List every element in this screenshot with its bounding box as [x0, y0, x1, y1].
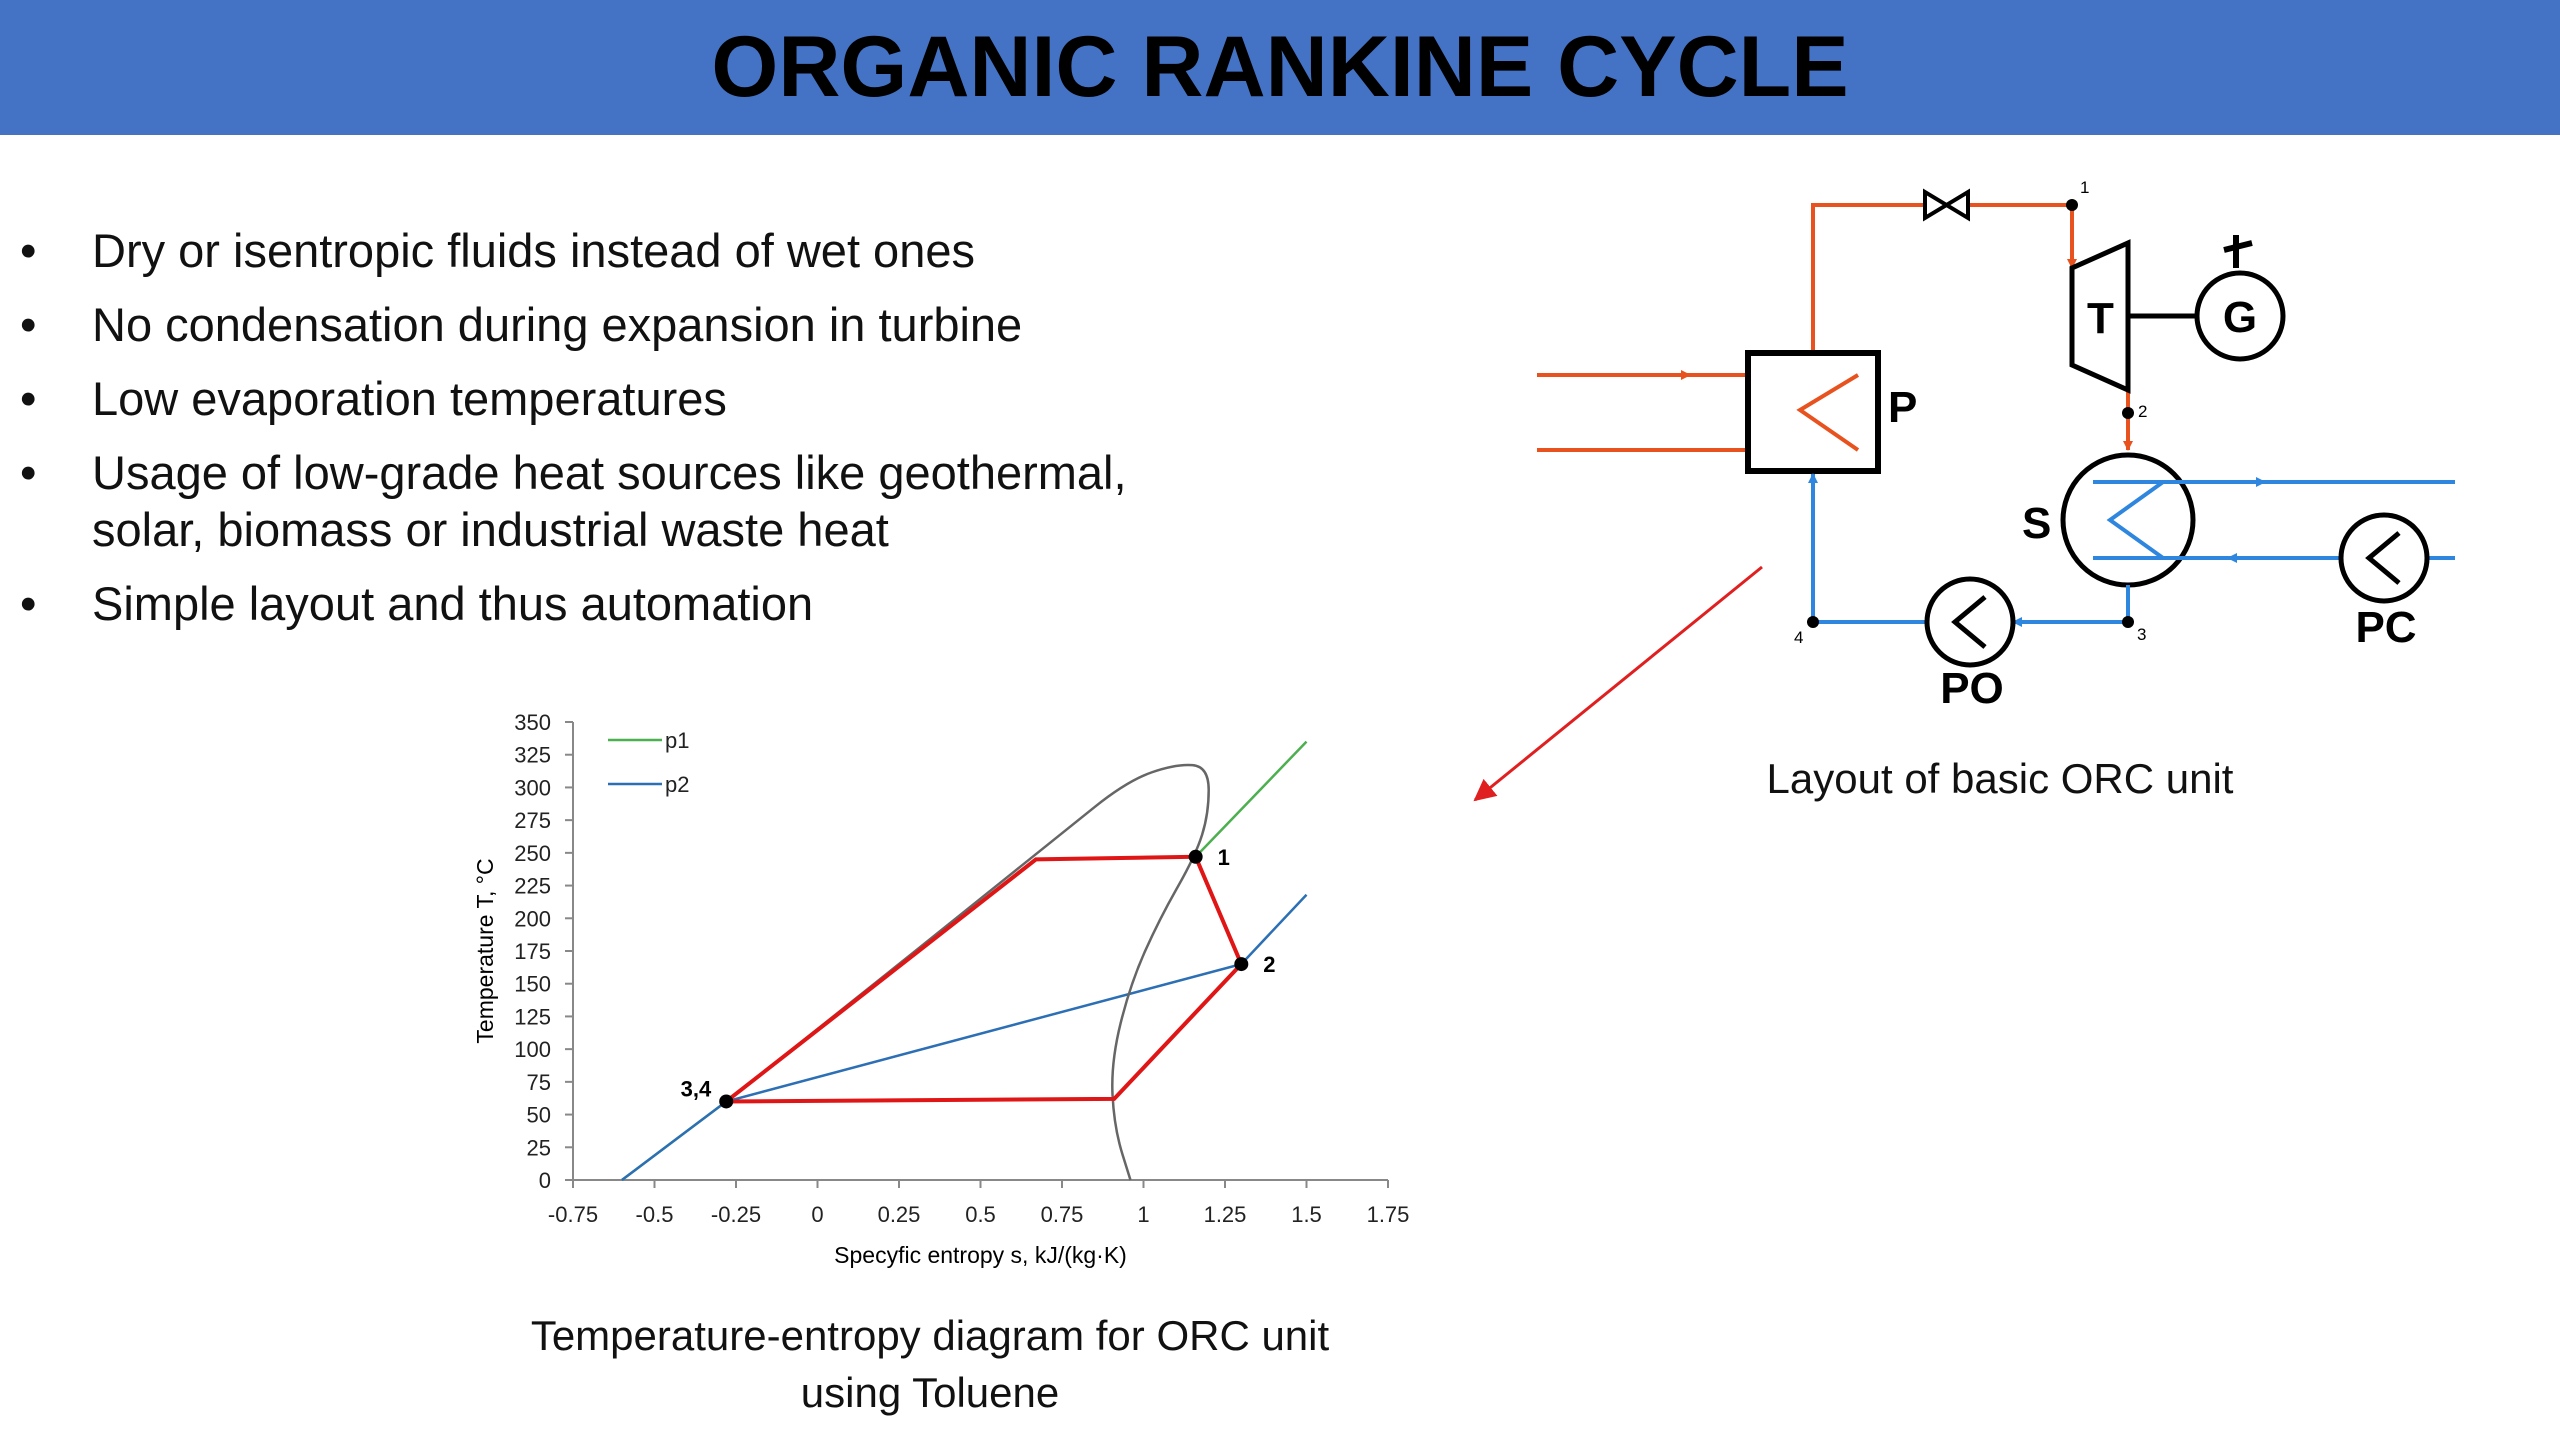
bullet-item: • Simple layout and thus automation [20, 575, 1320, 632]
y-tick-label: 125 [514, 1004, 551, 1029]
node-2-label: 2 [2138, 402, 2147, 421]
y-tick-label: 75 [527, 1070, 551, 1095]
x-tick-label: -0.75 [548, 1202, 598, 1227]
hot-loop [1537, 203, 2133, 452]
bullet-marker: • [20, 372, 37, 425]
ts-caption-line2: using Toluene [800, 1369, 1060, 1416]
bullet-text: Simple layout and thus automation [92, 577, 814, 630]
feed-pump-chevron [1951, 595, 1987, 649]
generator-label: G [2223, 293, 2257, 342]
throttle-valve-icon [1923, 188, 1970, 222]
bullet-list: • Dry or isentropic fluids instead of wet… [20, 222, 1320, 649]
state-point [719, 1094, 734, 1109]
node-2 [2122, 407, 2134, 419]
series-p1-line [621, 740, 1308, 1181]
x-axis-label: Specyfic entropy s, kJ/(kg·K) [834, 1242, 1127, 1268]
y-tick-label: 0 [539, 1168, 551, 1193]
node-3 [2122, 616, 2134, 628]
bullet-text-continued: solar, biomass or industrial waste heat [92, 503, 889, 556]
chart-axes: -0.75 -0.5 -0.25 0 0.25 0.5 0.75 1 1.25 1.5 1.75 0 2… [514, 710, 1409, 1227]
y-tick-label: 225 [514, 874, 551, 899]
state-point-label: 1 [1218, 845, 1230, 870]
evaporator-coil [1796, 373, 1860, 452]
y-axis-label: Temperature T, °C [472, 858, 498, 1043]
y-tick-label: 175 [514, 939, 551, 964]
series-saturation-line [725, 763, 1210, 1181]
node-4-label: 4 [1794, 628, 1803, 647]
bullet-text: Low evaporation temperatures [92, 372, 727, 425]
state-point-label: 2 [1263, 952, 1275, 977]
x-tick-label: 1 [1137, 1202, 1149, 1227]
evaporator-box [1745, 350, 1881, 474]
turbine-icon [2069, 239, 2131, 394]
state-point-label: 3,4 [681, 1076, 712, 1101]
x-tick-label: -0.25 [711, 1202, 761, 1227]
x-tick-label: 0.25 [878, 1202, 921, 1227]
pipe-evaporator-to-valve [1811, 203, 1925, 353]
node-4 [1807, 616, 1819, 628]
x-tick-label: 1.5 [1291, 1202, 1322, 1227]
y-tick-label: 350 [514, 710, 551, 735]
node-3-label: 3 [2137, 625, 2146, 644]
turbine-label: T [2087, 294, 2114, 343]
layout-caption: Layout of basic ORC unit [1766, 755, 2234, 802]
bullet-text: Dry or isentropic fluids instead of wet … [92, 224, 975, 277]
pointer-arrow [1473, 565, 1763, 802]
bullet-item: • Usage of low-grade heat sources like ge… [20, 444, 1320, 558]
generator-icon [2194, 270, 2286, 362]
bullet-text: Usage of low-grade heat sources like geo… [92, 446, 1127, 499]
title-bar: ORGANIC RANKINE CYCLE [0, 0, 2560, 135]
condenser-label: S [2022, 499, 2051, 548]
bullet-marker: • [20, 298, 37, 351]
y-tick-label: 250 [514, 841, 551, 866]
x-tick-label: -0.5 [636, 1202, 674, 1227]
state-point [1234, 957, 1249, 972]
bullet-marker: • [20, 446, 37, 499]
ts-caption: Temperature-entropy diagram for ORC unit… [480, 1307, 1380, 1421]
chart-series [621, 740, 1308, 1181]
legend-label: p1 [665, 728, 689, 753]
series-p2-line [621, 893, 1308, 1181]
y-tick-label: 150 [514, 972, 551, 997]
bullet-item: • Dry or isentropic fluids instead of wet… [20, 222, 1320, 279]
cooling-pump-label: PC [2355, 603, 2416, 652]
ts-caption-line1: Temperature-entropy diagram for ORC unit [530, 1312, 1330, 1359]
evaporator-label: P [1888, 383, 1917, 432]
y-tick-label: 200 [514, 906, 551, 931]
feed-pump-icon [1924, 576, 2016, 668]
legend-label: p2 [665, 772, 689, 797]
condenser-coil [2093, 480, 2170, 560]
chart-points: 123,4 [681, 845, 1276, 1109]
y-tick-label: 325 [514, 743, 551, 768]
x-tick-label: 1.75 [1367, 1202, 1410, 1227]
feed-pump-label: PO [1940, 664, 2004, 713]
bullet-marker: • [20, 577, 37, 630]
generator-plug-icon [2223, 235, 2253, 268]
node-1 [2066, 199, 2078, 211]
cold-loop [1808, 473, 2455, 627]
bullet-marker: • [20, 224, 37, 277]
bullet-text: No condensation during expansion in turb… [92, 298, 1023, 351]
page-title: ORGANIC RANKINE CYCLE [711, 19, 1849, 115]
node-1-label: 1 [2080, 178, 2089, 197]
y-tick-label: 25 [527, 1135, 551, 1160]
y-tick-label: 275 [514, 808, 551, 833]
cooling-pump-chevron [2365, 531, 2401, 585]
x-tick-label: 0.75 [1041, 1202, 1084, 1227]
y-tick-label: 50 [527, 1103, 551, 1128]
y-tick-label: 100 [514, 1037, 551, 1062]
x-tick-label: 1.25 [1204, 1202, 1247, 1227]
cooling-pump-icon [2338, 512, 2430, 604]
x-tick-label: 0.5 [965, 1202, 996, 1227]
bullet-item: • No condensation during expansion in tur… [20, 296, 1320, 353]
series-cycle-line [724, 854, 1244, 1104]
bullet-item: • Low evaporation temperatures [20, 370, 1320, 427]
state-point [1188, 849, 1203, 864]
y-tick-label: 300 [514, 775, 551, 800]
x-tick-label: 0 [811, 1202, 823, 1227]
chart-legend: p1 p2 [608, 728, 689, 797]
